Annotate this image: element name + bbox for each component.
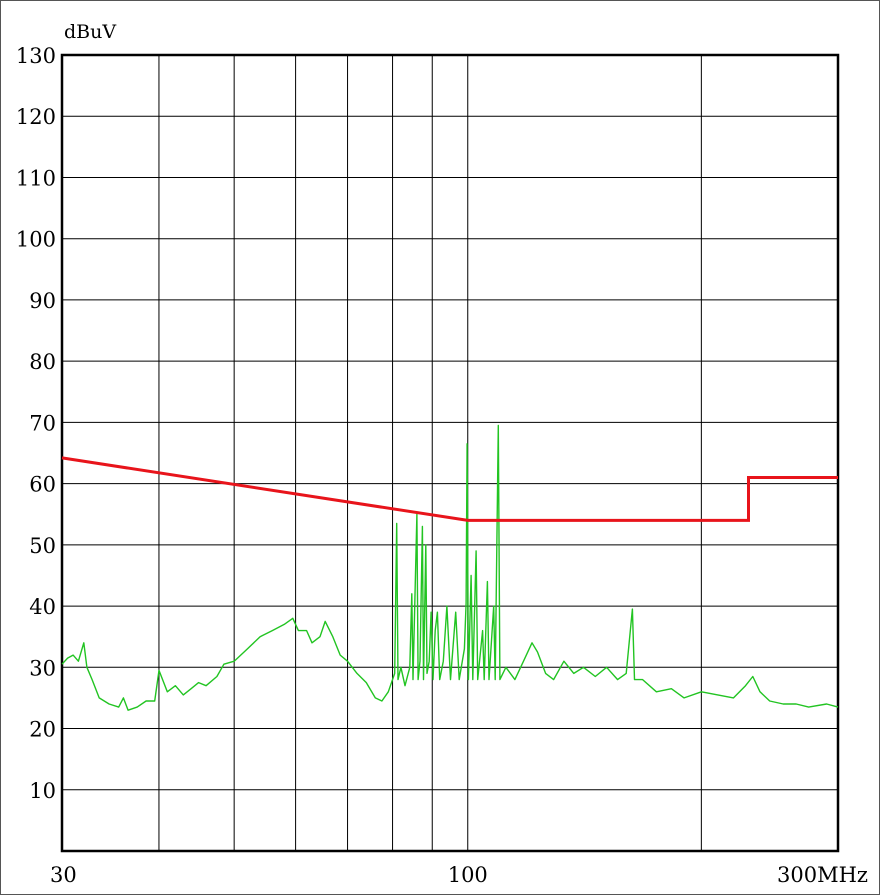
series-layer bbox=[61, 424, 839, 711]
x-tick-labels: 30 100 300MHz bbox=[50, 863, 868, 887]
y-tick-label: 100 bbox=[16, 228, 56, 252]
y-tick-label: 50 bbox=[29, 534, 56, 558]
y-tick-label: 40 bbox=[29, 595, 56, 619]
y-tick-label: 70 bbox=[29, 411, 56, 435]
y-tick-label: 120 bbox=[16, 105, 56, 129]
y-tick-labels: 10 20 30 40 50 60 70 80 90 100 110 120 130 bbox=[16, 44, 56, 803]
y-tick-label: 80 bbox=[29, 350, 56, 374]
y-tick-label: 10 bbox=[29, 779, 56, 803]
limit-series-line bbox=[61, 456, 838, 522]
grid bbox=[62, 54, 838, 851]
plot-border bbox=[60, 53, 840, 853]
y-tick-label: 60 bbox=[29, 473, 56, 497]
y-tick-label: 20 bbox=[29, 718, 56, 742]
y-tick-label: 130 bbox=[16, 44, 56, 68]
y-axis-unit-label: dBuV bbox=[64, 21, 116, 43]
x-tick-label: 100 bbox=[448, 863, 488, 887]
y-tick-label: 110 bbox=[16, 166, 56, 190]
x-tick-label: 30 bbox=[50, 863, 77, 887]
measurement-series-line bbox=[61, 424, 839, 711]
y-tick-label: 30 bbox=[29, 656, 56, 680]
x-tick-label: 300MHz bbox=[777, 863, 868, 887]
y-tick-label: 90 bbox=[29, 289, 56, 313]
